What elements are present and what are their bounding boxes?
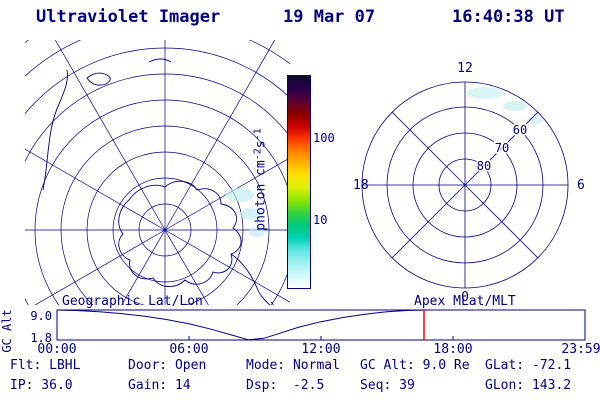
mlt-label-12: 12	[457, 61, 473, 76]
colorbar-tick-100: 100	[313, 131, 335, 145]
xtick-0600: 06:00	[169, 342, 208, 357]
gc-alt-curve	[56, 309, 585, 341]
gc-alt-strip: Geographic Lat/Lon Apex MLat/MLT GC Alt …	[0, 295, 600, 357]
colorbar-tick-10: 10	[313, 213, 328, 227]
left-panel-label: Geographic Lat/Lon	[62, 295, 203, 309]
status-flt: Flt: LBHL	[10, 358, 81, 373]
geographic-map	[25, 40, 290, 305]
ytick-1-8: 1.8	[30, 331, 52, 345]
date-label: 19 Mar 07	[283, 7, 376, 27]
status-seq: Seq: 39	[360, 378, 415, 393]
strip-ticks	[188, 336, 454, 340]
status-ip: IP: 36.0	[10, 378, 73, 393]
status-mode: Mode: Normal	[246, 358, 340, 373]
strip-ylabel: GC Alt	[0, 309, 14, 352]
strip-frame	[56, 309, 586, 341]
time-label: 16:40:38 UT	[452, 7, 565, 27]
mlt-label-0: 0	[461, 290, 469, 303]
mlat-label-70: 70	[495, 141, 509, 155]
ytick-9: 9.0	[30, 309, 52, 323]
latlon-grid	[25, 40, 290, 305]
colorbar-label-mid: s	[253, 140, 269, 149]
colorbar-label: photon cm-2s-1	[252, 75, 269, 285]
page-title: Ultraviolet Imager	[36, 7, 221, 27]
status-gain: Gain: 14	[128, 378, 191, 393]
xtick-0000: 00:00	[37, 342, 76, 357]
mlat-label-80: 80	[477, 159, 491, 173]
colorbar-label-sup1: -2	[252, 148, 264, 161]
colorbar-gradient	[287, 75, 311, 289]
uv-emission-left	[226, 188, 265, 237]
status-door: Door: Open	[128, 358, 207, 373]
status-glon: GLon: 143.2	[485, 378, 572, 393]
status-gc-alt: GC Alt: 9.0 Re	[360, 358, 470, 373]
status-dsp: Dsp: -2.5	[246, 378, 325, 393]
xtick-1800: 18:00	[433, 342, 472, 357]
mlat-mlt-grid	[361, 81, 569, 289]
colorbar-label-sup2: -1	[252, 128, 264, 141]
xtick-2359: 23:59	[561, 342, 600, 357]
colorbar-label-main: photon cm	[253, 160, 269, 231]
right-panel-label: Apex MLat/MLT	[414, 295, 516, 309]
mlat-label-60: 60	[513, 123, 527, 137]
apex-polar-plot: 12 18 6 0 60 70 80	[353, 61, 585, 303]
xtick-1200: 12:00	[301, 342, 340, 357]
status-glat: GLat: -72.1	[485, 358, 572, 373]
mlt-label-6: 6	[577, 178, 585, 193]
coastlines	[42, 58, 274, 305]
uv-emission-right	[467, 87, 543, 124]
mlt-label-18: 18	[353, 178, 369, 193]
